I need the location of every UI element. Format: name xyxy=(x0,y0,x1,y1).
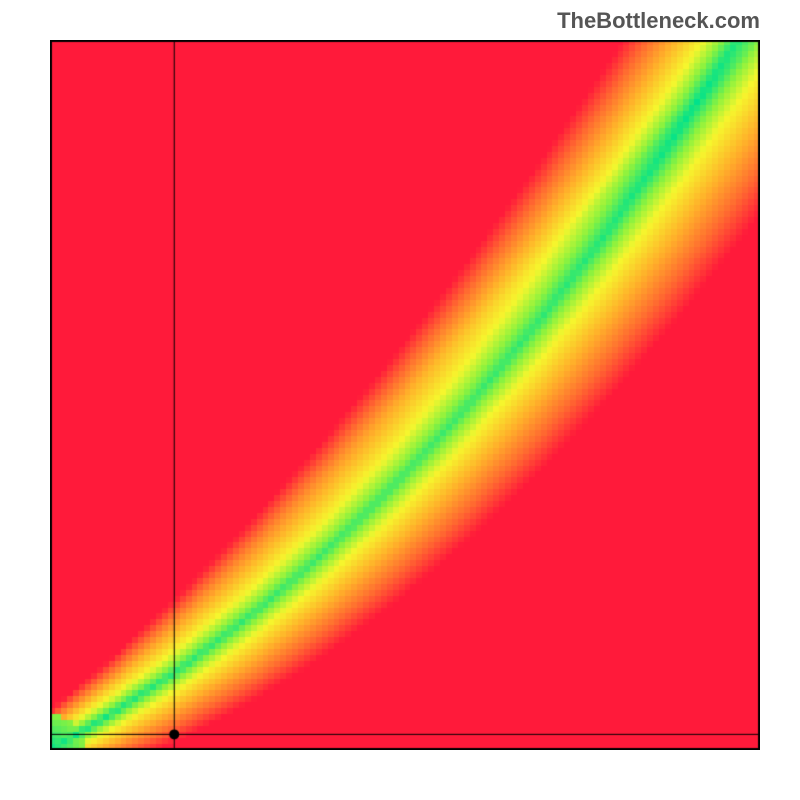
heatmap-canvas xyxy=(50,40,760,750)
container: TheBottleneck.com xyxy=(0,0,800,800)
bottleneck-heatmap xyxy=(50,40,760,750)
watermark-text: TheBottleneck.com xyxy=(557,8,760,34)
